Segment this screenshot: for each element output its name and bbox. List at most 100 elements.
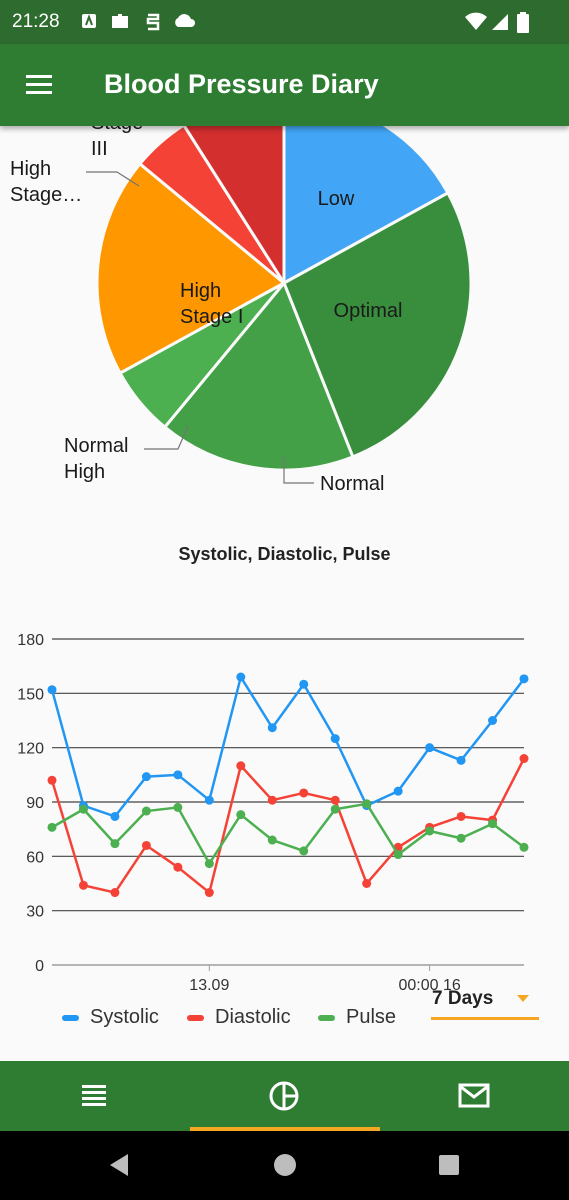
- status-bar: 21:28: [0, 0, 569, 44]
- pie-label-high-stage-i: High Stage I: [180, 280, 243, 328]
- battery-icon: [517, 12, 529, 33]
- data-point-diastolic: [267, 795, 277, 805]
- statistics-content[interactable]: Low Optimal Normal Normal High High Stage I Hig…: [0, 126, 569, 1061]
- pie-slice-high-stage: [137, 126, 286, 285]
- y-tick-label: 120: [17, 741, 44, 758]
- measurements-line-chart: 0 30 60 90 120 150 180 13.09 00:00 16: [17, 632, 529, 991]
- wifi-icon: [465, 12, 487, 30]
- legend-swatch-systolic: [62, 1014, 79, 1021]
- data-point-systolic: [173, 770, 183, 780]
- data-point-diastolic: [141, 840, 151, 850]
- pie-label-normal-high: Normal High: [64, 435, 128, 483]
- data-point-pulse: [519, 842, 529, 852]
- notification-sync-icon: [146, 13, 160, 31]
- recents-icon[interactable]: [436, 1151, 462, 1179]
- legend-label-pulse: Pulse: [346, 1006, 397, 1028]
- time-range-dropdown[interactable]: 7 Days: [431, 986, 539, 1020]
- data-point-systolic: [330, 734, 340, 744]
- pie-slice-optimal: [282, 190, 473, 459]
- pie-label-low: Low: [318, 188, 355, 210]
- x-tick-label: 13.09: [189, 977, 229, 991]
- menu-button[interactable]: [22, 71, 56, 99]
- data-point-pulse: [47, 822, 57, 832]
- pie-slice-stage-iii: [182, 126, 286, 289]
- mail-icon: [458, 1083, 490, 1108]
- data-point-diastolic: [519, 754, 529, 764]
- y-tick-label: 150: [17, 686, 44, 703]
- data-point-systolic: [141, 772, 151, 782]
- data-point-systolic: [47, 685, 57, 695]
- data-point-diastolic: [236, 761, 246, 771]
- pie-label-normal: Normal: [320, 473, 384, 495]
- category-pie-chart: Low Optimal Normal Normal High High Stage I Hig…: [10, 126, 473, 495]
- notification-app-icon: [82, 14, 96, 28]
- legend-systolic: Systolic: [62, 1006, 159, 1029]
- app-title: Blood Pressure Diary: [104, 69, 379, 99]
- data-point-systolic: [488, 716, 498, 725]
- line-chart-title: Systolic, Diastolic, Pulse: [178, 544, 391, 564]
- data-point-pulse: [393, 850, 403, 860]
- data-point-pulse: [110, 839, 120, 849]
- data-point-pulse: [330, 804, 340, 814]
- home-icon[interactable]: [272, 1151, 298, 1179]
- data-point-diastolic: [47, 775, 57, 785]
- pie-leader-high-stage: [86, 171, 140, 187]
- data-point-pulse: [141, 806, 151, 816]
- back-icon[interactable]: [106, 1151, 132, 1179]
- data-point-diastolic: [362, 879, 372, 888]
- data-point-systolic: [204, 795, 214, 805]
- data-point-diastolic: [299, 788, 309, 798]
- x-tick-label: 00:00 16: [398, 977, 460, 991]
- legend-label-systolic: Systolic: [90, 1006, 159, 1028]
- time-range-value: 7 Days: [432, 988, 494, 1009]
- bottom-navigation: [0, 1061, 569, 1131]
- data-point-systolic: [236, 672, 246, 682]
- y-tick-label: 90: [26, 795, 44, 812]
- data-point-diastolic: [456, 811, 466, 821]
- active-tab-indicator: [190, 1127, 380, 1131]
- pie-chart-icon: [269, 1081, 299, 1111]
- data-point-pulse: [267, 835, 277, 845]
- dropdown-arrow-icon: [517, 995, 529, 1002]
- nav-list-tab[interactable]: [0, 1061, 190, 1131]
- pie-slice-high-stage-i: [95, 161, 287, 376]
- data-point-pulse: [425, 826, 435, 836]
- data-point-diastolic: [110, 888, 120, 898]
- cellular-signal-icon: [492, 14, 508, 30]
- legend-diastolic: Diastolic: [187, 1006, 291, 1029]
- cloud-icon: [175, 14, 195, 27]
- data-point-pulse: [173, 802, 183, 812]
- data-point-systolic: [110, 811, 120, 821]
- pie-slice-low: [282, 126, 450, 286]
- list-icon: [82, 1085, 106, 1106]
- data-point-systolic: [393, 786, 403, 796]
- y-tick-label: 180: [17, 632, 44, 649]
- dropdown-underline: [431, 1017, 539, 1020]
- data-point-systolic: [519, 674, 529, 684]
- pie-slice-normal: [162, 280, 355, 472]
- system-navigation-bar: [0, 1131, 569, 1200]
- y-tick-label: 60: [26, 849, 44, 866]
- data-point-pulse: [78, 804, 88, 814]
- series-line-systolic: [50, 675, 525, 818]
- nav-export-tab[interactable]: [380, 1061, 569, 1131]
- y-tick-label: 30: [26, 904, 44, 921]
- data-point-systolic: [299, 679, 309, 689]
- pie-leader-normal-high: [144, 425, 189, 450]
- status-time: 21:28: [12, 11, 60, 32]
- data-point-diastolic: [204, 888, 214, 898]
- data-point-pulse: [488, 819, 498, 829]
- legend-swatch-pulse: [318, 1014, 335, 1021]
- y-tick-label: 0: [35, 958, 44, 975]
- legend-swatch-diastolic: [187, 1014, 204, 1021]
- data-point-systolic: [456, 755, 466, 765]
- data-point-pulse: [236, 810, 246, 820]
- data-point-pulse: [299, 846, 309, 856]
- legend-label-diastolic: Diastolic: [215, 1006, 291, 1028]
- nav-statistics-tab[interactable]: [190, 1061, 380, 1131]
- data-point-diastolic: [173, 862, 183, 872]
- pie-label-optimal: Optimal: [334, 300, 403, 322]
- data-point-pulse: [456, 833, 466, 843]
- app-bar: Blood Pressure Diary: [0, 44, 569, 126]
- series-line-pulse: [51, 802, 525, 865]
